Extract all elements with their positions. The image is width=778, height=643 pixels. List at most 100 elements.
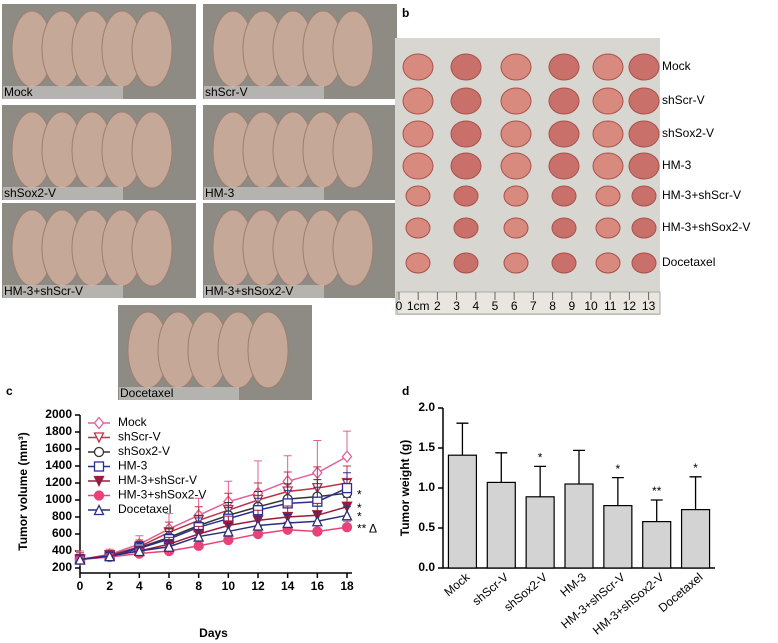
photo-label: Docetaxel (120, 386, 173, 400)
ruler-label: 7 (530, 299, 537, 313)
ruler-label: 0 (396, 299, 403, 313)
significance: ** (652, 484, 662, 498)
tumor (402, 87, 434, 115)
ruler-label: 5 (492, 299, 499, 313)
y-tick-label: 1800 (45, 424, 72, 438)
y-tick-label: 0.5 (418, 520, 435, 534)
marker (193, 540, 204, 552)
bar (447, 454, 478, 569)
series-line (79, 487, 348, 561)
tumor (453, 252, 479, 274)
ruler-label: 11 (604, 299, 617, 313)
marker (282, 516, 294, 529)
photo (395, 38, 660, 315)
x-tick-label: 14 (281, 579, 295, 593)
marker (252, 519, 264, 531)
marker (222, 525, 234, 537)
tumor (500, 87, 532, 115)
label-bg (3, 187, 123, 200)
tumor (548, 120, 580, 148)
tumor (548, 152, 580, 180)
tumor-label: Mock (662, 59, 692, 73)
tumor (628, 152, 660, 180)
marker (312, 526, 323, 537)
marker (93, 461, 105, 472)
label-bg (204, 285, 324, 298)
series-line (79, 482, 348, 561)
significance: * (616, 462, 621, 476)
y-tick-label: 1200 (45, 475, 72, 489)
tumor (628, 53, 660, 81)
photo-label: shScr-V (205, 85, 248, 99)
marker (104, 550, 116, 562)
significance: * (693, 461, 698, 475)
tumor (548, 53, 580, 81)
tumor (402, 120, 434, 148)
ruler-label: 8 (549, 299, 556, 313)
marker (341, 522, 353, 533)
bar (642, 520, 672, 569)
ruler-label: 1cm (407, 299, 430, 313)
y-tick-label: 800 (52, 509, 72, 523)
y-tick-label: 0.0 (418, 560, 435, 574)
mouse (247, 311, 289, 389)
y-tick-label: 600 (52, 526, 72, 540)
x-tick-label: 12 (251, 579, 265, 593)
marker (133, 545, 145, 557)
ruler-label: 6 (511, 299, 518, 313)
photo-label: HM-3+shScr-V (4, 284, 83, 298)
tumor-label: shSox2-V (662, 126, 714, 140)
tumor (595, 185, 621, 207)
marker (93, 475, 105, 487)
marker (93, 490, 105, 501)
photo-label: Mock (4, 85, 34, 99)
tumor (503, 217, 529, 239)
marker (74, 553, 86, 565)
bar (680, 509, 711, 569)
x-tick-label: 16 (311, 579, 325, 593)
ruler-label: 12 (623, 299, 637, 313)
label-bg (3, 86, 123, 99)
marker (93, 446, 105, 458)
label-bg (204, 187, 324, 200)
tumor (631, 185, 657, 207)
tumor-label: HM-3 (662, 158, 692, 172)
y-tick-label: 1000 (45, 492, 72, 506)
tumor-label: shScr-V (662, 93, 705, 107)
x-tick-label: shSox2-V (501, 570, 550, 614)
tumor (503, 185, 529, 207)
mouse (131, 10, 173, 88)
tumor (402, 152, 434, 180)
tumor (631, 252, 657, 274)
mouse (131, 111, 173, 189)
y-tick-label: 1.0 (418, 480, 435, 494)
tumor (592, 53, 624, 81)
x-tick-label: 6 (166, 579, 173, 593)
ruler-label: 10 (584, 299, 598, 313)
error-bar (689, 476, 702, 510)
panel-letter: d (402, 384, 409, 398)
label-bg (204, 86, 324, 99)
error-bar (495, 452, 508, 483)
tumor (453, 217, 479, 239)
tumor (450, 53, 482, 81)
series-line (79, 526, 348, 561)
tumor (405, 217, 431, 239)
error-bar (534, 465, 547, 497)
tumor (592, 87, 624, 115)
marker (341, 509, 353, 521)
label-bg (119, 387, 239, 400)
series-line (79, 455, 348, 561)
tumor (450, 152, 482, 180)
photo-label: shSox2-V (4, 186, 56, 200)
marker (93, 504, 105, 516)
x-tick-label: HM-3 (557, 570, 589, 600)
mouse (131, 209, 173, 287)
tumor (503, 252, 529, 274)
ruler-label: 4 (472, 299, 479, 313)
error-bar (650, 499, 663, 522)
tumor (500, 152, 532, 180)
y-axis-label: Tumor weight (g) (398, 440, 412, 536)
